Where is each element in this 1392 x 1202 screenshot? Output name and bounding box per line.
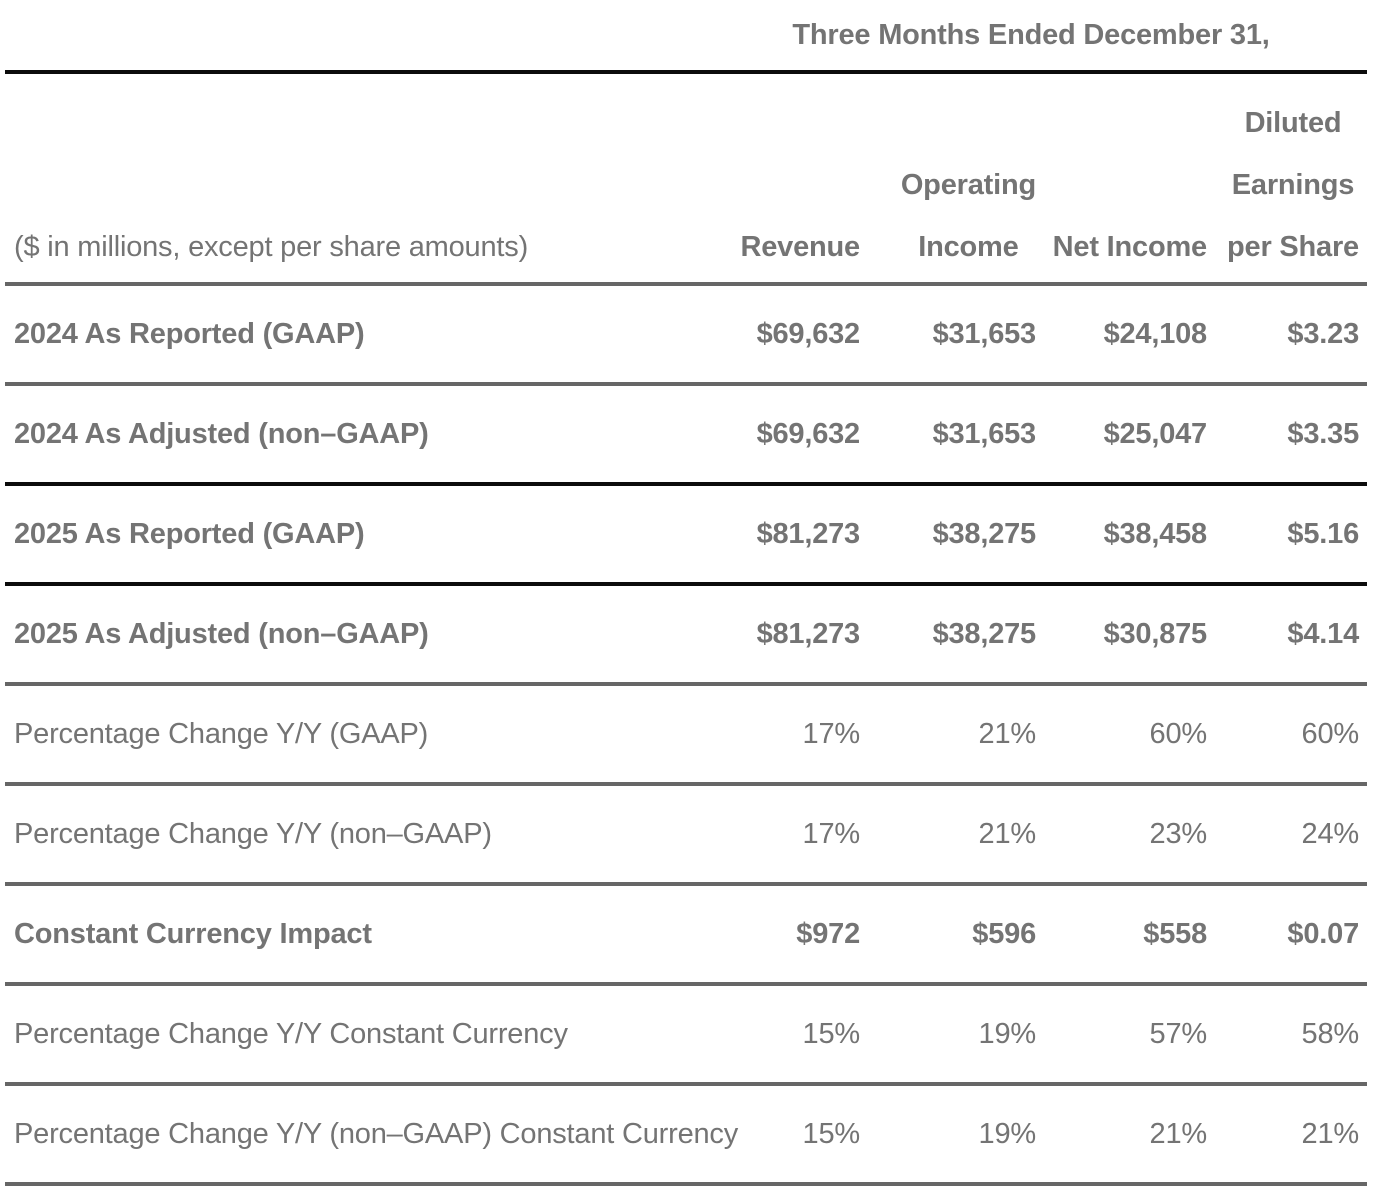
row-value-operating-income: $31,653 xyxy=(932,417,1037,450)
row-label: Percentage Change Y/Y (non–GAAP) xyxy=(14,817,492,850)
row-value-revenue: 15% xyxy=(802,1117,861,1150)
row-value-diluted-eps: $5.16 xyxy=(1287,517,1359,550)
row-label: 2024 As Reported (GAAP) xyxy=(14,317,365,350)
row-value-revenue: $69,632 xyxy=(756,317,861,350)
row-value-net-income: $558 xyxy=(1143,917,1207,950)
column-header-row: ($ in millions, except per share amounts… xyxy=(5,74,1367,286)
row-label: Percentage Change Y/Y (GAAP) xyxy=(14,717,429,750)
row-value-operating-income: 21% xyxy=(978,817,1037,850)
row-label: 2024 As Adjusted (non–GAAP) xyxy=(14,417,429,450)
table-row-pct-change-non-gaap: Percentage Change Y/Y (non–GAAP) 17% 21%… xyxy=(5,786,1367,886)
table-row-pct-change-non-gaap-constant-currency: Percentage Change Y/Y (non–GAAP) Constan… xyxy=(5,1086,1367,1186)
column-header-line: Income xyxy=(918,231,1019,263)
row-value-net-income: $30,875 xyxy=(1103,617,1208,650)
financial-results-table: Three Months Ended December 31, ($ in mi… xyxy=(5,0,1367,1186)
column-header-line: Revenue xyxy=(740,231,861,263)
row-label: Constant Currency Impact xyxy=(14,917,372,950)
row-value-revenue: 17% xyxy=(802,817,861,850)
row-value-net-income: $38,458 xyxy=(1103,517,1208,550)
row-value-net-income: 23% xyxy=(1149,817,1208,850)
row-value-operating-income: $596 xyxy=(972,917,1036,950)
row-value-diluted-eps: $3.23 xyxy=(1287,317,1359,350)
row-value-diluted-eps: $3.35 xyxy=(1287,417,1359,450)
row-value-operating-income: 19% xyxy=(978,1017,1037,1050)
column-header-operating-income: Operating Income xyxy=(901,92,1036,282)
row-value-revenue: $972 xyxy=(796,917,860,950)
row-value-revenue: $69,632 xyxy=(756,417,861,450)
column-header-line: Earnings xyxy=(1231,169,1355,201)
period-header: Three Months Ended December 31, xyxy=(792,18,1270,51)
row-value-diluted-eps: $4.14 xyxy=(1287,617,1359,650)
table-row-2024-as-reported: 2024 As Reported (GAAP) $69,632 $31,653 … xyxy=(5,286,1367,386)
table-row-2025-as-adjusted: 2025 As Adjusted (non–GAAP) $81,273 $38,… xyxy=(5,586,1367,686)
row-value-diluted-eps: 58% xyxy=(1301,1017,1360,1050)
row-value-net-income: $24,108 xyxy=(1103,317,1208,350)
column-header-line: Operating xyxy=(900,169,1036,201)
row-value-net-income: $25,047 xyxy=(1103,417,1208,450)
row-label: Percentage Change Y/Y Constant Currency xyxy=(14,1017,568,1050)
table-row-2025-as-reported: 2025 As Reported (GAAP) $81,273 $38,275 … xyxy=(5,486,1367,586)
row-value-revenue: $81,273 xyxy=(756,617,861,650)
row-value-net-income: 21% xyxy=(1149,1117,1208,1150)
column-header-line: per Share xyxy=(1227,231,1359,263)
row-value-diluted-eps: 21% xyxy=(1301,1117,1360,1150)
table-row-pct-change-gaap: Percentage Change Y/Y (GAAP) 17% 21% 60%… xyxy=(5,686,1367,786)
column-header-line: Diluted xyxy=(1244,107,1342,139)
row-value-operating-income: 19% xyxy=(978,1117,1037,1150)
table-row-pct-change-constant-currency: Percentage Change Y/Y Constant Currency … xyxy=(5,986,1367,1086)
column-header-line: Net Income xyxy=(1052,231,1208,263)
column-header-diluted-eps: Diluted Earnings per Share xyxy=(1227,92,1367,282)
row-value-operating-income: 21% xyxy=(978,717,1037,750)
table-row-constant-currency-impact: Constant Currency Impact $972 $596 $558 … xyxy=(5,886,1367,986)
row-value-operating-income: $31,653 xyxy=(932,317,1037,350)
row-value-diluted-eps: 60% xyxy=(1301,717,1360,750)
column-header-revenue: Revenue xyxy=(741,92,861,282)
row-label: 2025 As Reported (GAAP) xyxy=(14,517,365,550)
row-value-revenue: 17% xyxy=(802,717,861,750)
row-value-net-income: 57% xyxy=(1149,1017,1208,1050)
row-value-net-income: 60% xyxy=(1149,717,1208,750)
table-row-2024-as-adjusted: 2024 As Adjusted (non–GAAP) $69,632 $31,… xyxy=(5,386,1367,486)
row-value-operating-income: $38,275 xyxy=(932,517,1037,550)
column-header-net-income: Net Income xyxy=(1052,92,1208,282)
row-label: 2025 As Adjusted (non–GAAP) xyxy=(14,617,429,650)
row-value-diluted-eps: 24% xyxy=(1301,817,1360,850)
row-value-revenue: 15% xyxy=(802,1017,861,1050)
row-value-operating-income: $38,275 xyxy=(932,617,1037,650)
row-value-diluted-eps: $0.07 xyxy=(1287,917,1359,950)
row-label: Percentage Change Y/Y (non–GAAP) Constan… xyxy=(14,1117,739,1150)
row-value-revenue: $81,273 xyxy=(756,517,861,550)
period-header-row: Three Months Ended December 31, xyxy=(5,0,1367,74)
units-note: ($ in millions, except per share amounts… xyxy=(14,231,529,263)
